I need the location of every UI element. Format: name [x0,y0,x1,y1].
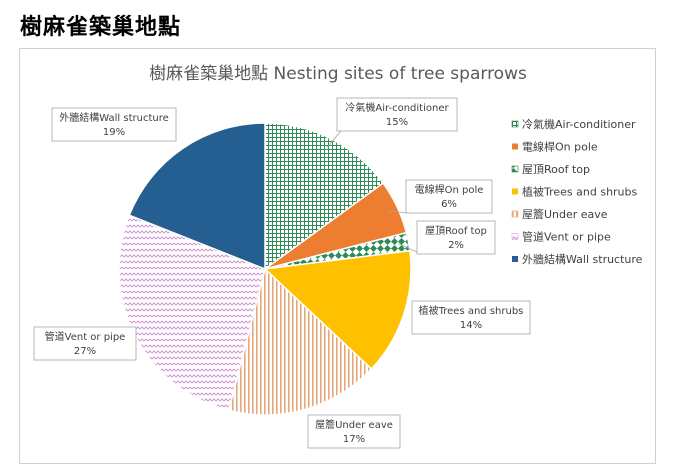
data-label-value: 15% [386,117,408,128]
data-label-under-eave: 屋簷Under eave 17% [307,414,401,449]
data-label-name: 植被Trees and shrubs [419,304,524,317]
data-label-vent-or-pipe: 管道Vent or pipe 27% [33,326,137,361]
data-label-roof-top: 屋頂Roof top 2% [398,220,496,255]
data-label-name: 冷氣機Air-conditioner [345,101,449,114]
data-label-box [405,179,493,214]
legend-item-vent-or-pipe: 管道Vent or pipe [511,230,611,244]
data-label-name: 管道Vent or pipe [45,330,126,343]
legend-item-air-conditioner: 冷氣機Air-conditioner [511,117,636,131]
legend-label: 屋頂Roof top [522,163,590,176]
data-label-name: 屋簷Under eave [315,418,393,431]
pie-slice-wall-structure [128,122,266,271]
data-label-name: 電線桿On pole [415,183,484,196]
legend-item-trees-and-shrubs: 植被Trees and shrubs [512,185,638,199]
chart-frame: 樹麻雀築巢地點 Nesting sites of tree sparrows 冷… [19,48,656,464]
data-label-box [336,97,458,132]
legend-item-on-pole: 電線桿On pole [512,140,598,154]
legend-label: 電線桿On pole [522,140,598,154]
legend-item-under-eave: 屋簷Under eave [511,207,608,221]
data-label-name: 屋頂Roof top [425,225,487,237]
data-label-box [51,107,177,142]
legend-swatch [511,210,519,218]
data-label-value: 17% [343,434,365,445]
legend-item-wall-structure: 外牆結構Wall structure [512,252,643,266]
data-label-box [33,326,137,361]
data-label-value: 2% [448,240,464,251]
data-label-box [307,414,401,449]
legend-swatch [511,165,519,173]
leader-line [326,130,342,149]
legend-swatch [511,233,519,240]
legend-swatch [512,188,518,195]
pie-slice-trees-and-shrubs [263,249,412,371]
legend-swatch [512,143,518,150]
pie-slice-under-eave [227,267,373,416]
data-label-box [416,220,496,255]
pie-slice-air-conditioner [264,122,385,271]
data-label-value: 27% [74,346,96,357]
data-label-box [411,300,531,335]
legend-swatch [512,256,518,262]
data-label-name: 外牆結構Wall structure [59,111,169,124]
data-label-wall-structure: 外牆結構Wall structure 19% [51,107,177,142]
page-heading: 樹麻雀築巢地點 [20,15,182,40]
chart-title: 樹麻雀築巢地點 Nesting sites of tree sparrows [149,64,527,84]
legend-swatch [511,120,519,128]
data-label-value: 14% [460,320,482,331]
data-label-on-pole: 電線桿On pole 6% [388,179,493,214]
legend-label: 屋簷Under eave [522,207,608,221]
data-label-value: 6% [441,199,457,210]
legend-label: 冷氣機Air-conditioner [522,117,636,131]
legend-label: 外牆結構Wall structure [522,252,643,266]
pie-chart: 樹麻雀築巢地點 Nesting sites of tree sparrows 冷… [33,64,643,449]
data-label-trees-and-shrubs: 植被Trees and shrubs 14% [411,300,531,335]
legend-label: 植被Trees and shrubs [522,185,638,199]
data-label-value: 19% [103,127,125,138]
legend-label: 管道Vent or pipe [522,230,611,244]
data-label-air-conditioner: 冷氣機Air-conditioner 15% [326,97,458,149]
legend-item-roof-top: 屋頂Roof top [511,163,590,176]
